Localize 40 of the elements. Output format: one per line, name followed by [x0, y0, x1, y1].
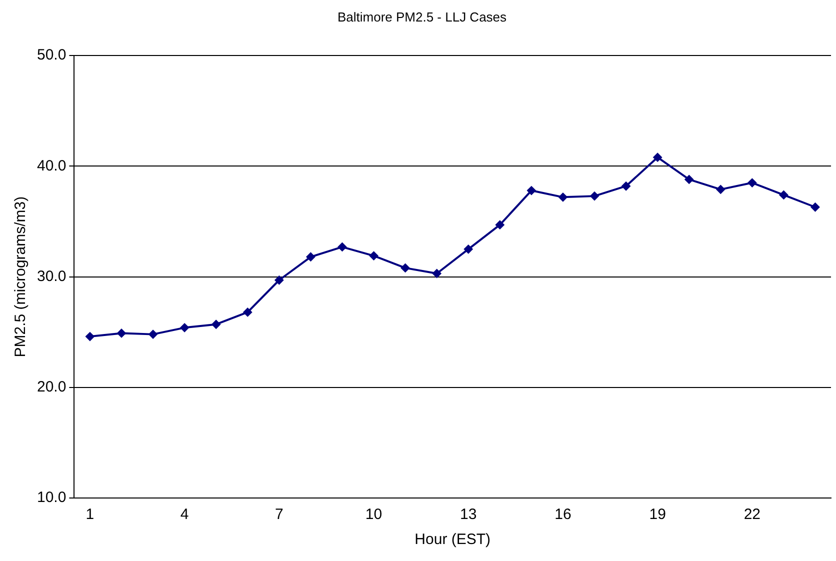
x-tick-label: 22: [744, 506, 761, 524]
point: [212, 320, 221, 329]
point: [748, 178, 757, 188]
point: [810, 202, 820, 212]
point: [558, 192, 568, 202]
point: [590, 192, 599, 201]
x-tick-label: 4: [180, 506, 189, 524]
y-tick-label: 10.0: [36, 489, 66, 506]
point: [148, 330, 158, 339]
point: [653, 152, 662, 162]
point: [495, 220, 504, 230]
point: [622, 182, 631, 191]
point: [526, 186, 536, 196]
y-tick-label: 50.0: [36, 46, 66, 64]
point: [243, 308, 252, 317]
point: [116, 328, 126, 338]
point: [369, 251, 378, 260]
chart-title: Baltimore PM2.5 - LLJ Cases: [337, 9, 508, 24]
point: [432, 268, 442, 278]
point: [338, 242, 347, 252]
point: [684, 174, 694, 184]
point: [779, 190, 788, 200]
x-tick-label: 19: [649, 506, 666, 524]
x-tick-label: 16: [554, 506, 572, 524]
x-tick-label: 13: [460, 506, 477, 524]
point: [716, 184, 726, 194]
point: [85, 332, 94, 342]
y-tick-label: 20.0: [36, 378, 66, 396]
x-axis-title: Hour (EST): [414, 531, 491, 548]
x-tick-label: 10: [365, 506, 382, 524]
point: [180, 323, 190, 332]
point: [464, 244, 473, 254]
y-tick-label: 40.0: [36, 157, 66, 174]
y-axis-title: PM2.5 (micrograms/m3): [12, 196, 30, 358]
point: [306, 252, 316, 262]
x-tick-label: 7: [274, 506, 284, 524]
x-tick-label: 1: [86, 506, 94, 524]
y-tick-label: 30.0: [36, 268, 66, 285]
point: [274, 276, 284, 285]
point: [400, 263, 410, 272]
